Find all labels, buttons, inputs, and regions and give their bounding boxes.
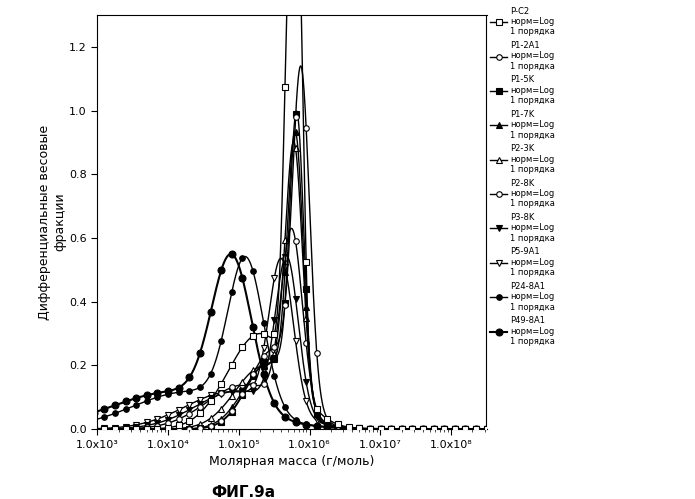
Text: ФИГ.9а: ФИГ.9а <box>211 485 275 499</box>
X-axis label: Молярная масса (г/моль): Молярная масса (г/моль) <box>209 455 375 468</box>
Y-axis label: Дифференциальные весовые
фракции: Дифференциальные весовые фракции <box>38 124 66 320</box>
Legend: P-C2
норм=Log
1 порядка, P1-2A1
норм=Log
1 порядка, P1-5K
норм=Log
1 порядка, P1: P-C2 норм=Log 1 порядка, P1-2A1 норм=Log… <box>491 6 555 346</box>
